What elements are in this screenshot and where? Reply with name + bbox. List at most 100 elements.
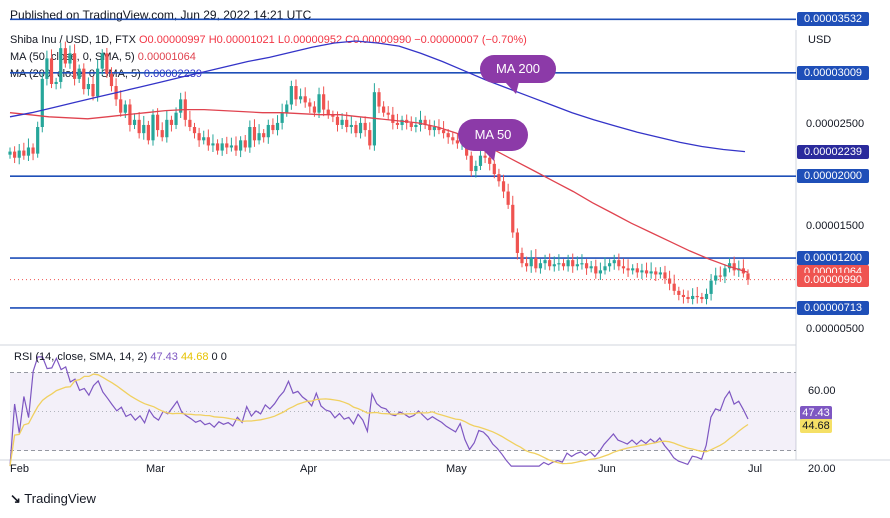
candle-body <box>54 81 58 84</box>
candle-body <box>566 260 570 267</box>
symbol-name: Shiba Inu / USD, 1D, FTX <box>10 34 136 46</box>
candle-body <box>441 130 446 134</box>
candle-body <box>732 263 736 271</box>
candle-body <box>239 140 243 151</box>
candle-body <box>621 266 626 269</box>
candle-body <box>478 155 483 166</box>
candle-body <box>100 53 104 69</box>
rsi-ma-line <box>9 373 749 467</box>
candle-body <box>294 86 298 100</box>
candle-body <box>718 275 722 277</box>
candle-body <box>26 147 31 156</box>
candle-body <box>86 84 91 90</box>
rsi-line <box>9 356 749 467</box>
candle-body <box>243 140 247 148</box>
candle-body <box>169 119 174 125</box>
candle-body <box>723 268 727 277</box>
candle-body <box>331 114 335 117</box>
candle-body <box>672 283 676 291</box>
candle-body <box>474 165 478 172</box>
candle-body <box>303 96 307 103</box>
candle-body <box>589 266 593 269</box>
price-tag-level: 0.00003009 <box>797 65 869 80</box>
candle-body <box>626 268 630 271</box>
currency-label: USD <box>808 34 832 46</box>
candle-body <box>695 295 699 298</box>
candle-body <box>96 68 100 97</box>
candle-body <box>119 99 123 113</box>
candle-body <box>677 290 681 295</box>
candle-body <box>658 272 662 275</box>
ma200-value: 0.00002239 <box>143 68 203 80</box>
candle-body <box>423 119 427 125</box>
candle-body <box>667 278 672 284</box>
candle-body <box>709 280 713 294</box>
price-tag-level: 0.00002000 <box>797 169 869 184</box>
candle-body <box>377 92 381 107</box>
ma200-callout-pointer <box>505 82 519 94</box>
candle-body <box>644 270 649 274</box>
candle-body <box>580 263 584 265</box>
candle-body <box>691 295 695 300</box>
candle-body <box>746 273 750 280</box>
candle-body <box>234 145 238 151</box>
candle-body <box>704 293 709 300</box>
candle-body <box>386 112 390 115</box>
rsi-tag: 44.68 <box>800 418 832 433</box>
candle-body <box>548 260 552 267</box>
candle-body <box>165 119 169 138</box>
price-tag-level: 0.00003532 <box>797 12 869 27</box>
tradingview-logo: ↘ TradingView <box>10 491 96 507</box>
ma50-callout: MA 50 <box>458 119 528 151</box>
rsi-tick: 20.00 <box>808 463 836 475</box>
candle-body <box>418 119 423 125</box>
candle-body <box>654 271 658 275</box>
candle-body <box>483 155 487 158</box>
candle-body <box>437 127 441 131</box>
candle-body <box>368 130 372 146</box>
rsi-ma-value: 44.68 <box>180 351 209 363</box>
ma50-line <box>9 108 749 274</box>
candle-body <box>271 124 275 131</box>
candle-body <box>326 109 330 115</box>
candle-body <box>663 272 667 279</box>
candle-body <box>391 114 395 123</box>
candle-body <box>192 127 197 134</box>
candle-body <box>188 119 192 128</box>
candle-body <box>160 130 164 138</box>
time-tick: Apr <box>300 463 318 475</box>
candle-body <box>538 263 543 269</box>
candle-body <box>446 133 450 138</box>
candle-body <box>635 268 639 273</box>
candle-body <box>206 137 210 146</box>
rsi-legend: RSI (14, close, SMA, 14, 2) 47.43 44.68 … <box>14 351 227 363</box>
time-tick: Mar <box>146 463 165 475</box>
candle-body <box>40 78 44 128</box>
candle-body <box>525 263 529 267</box>
candle-body <box>363 122 367 131</box>
candle-body <box>598 270 602 274</box>
symbol-legend: Shiba Inu / USD, 1D, FTX O0.00000997 H0.… <box>10 34 527 46</box>
tv-logo-icon: ↘ <box>10 491 21 506</box>
candle-body <box>109 73 114 87</box>
candle-body <box>49 58 54 84</box>
rsi-label: RSI (14, close, SMA, 14, 2) <box>14 351 148 363</box>
candle-body <box>275 122 280 131</box>
candle-body <box>414 124 418 128</box>
price-tick: 0.00001500 <box>806 220 865 233</box>
candle-body <box>266 124 270 138</box>
candle-body <box>534 258 538 269</box>
candle-body <box>612 260 616 264</box>
price-tag-level: 0.00000713 <box>797 300 869 315</box>
candle-body <box>280 112 284 123</box>
candle-body <box>492 163 496 175</box>
candle-body <box>252 127 257 141</box>
rsi-extra: 0 0 <box>211 351 227 363</box>
candle-body <box>409 122 413 128</box>
candle-body <box>179 99 183 113</box>
candle-body <box>727 263 732 269</box>
candle-body <box>511 204 515 233</box>
candle-body <box>77 68 81 79</box>
candle-body <box>455 140 460 144</box>
